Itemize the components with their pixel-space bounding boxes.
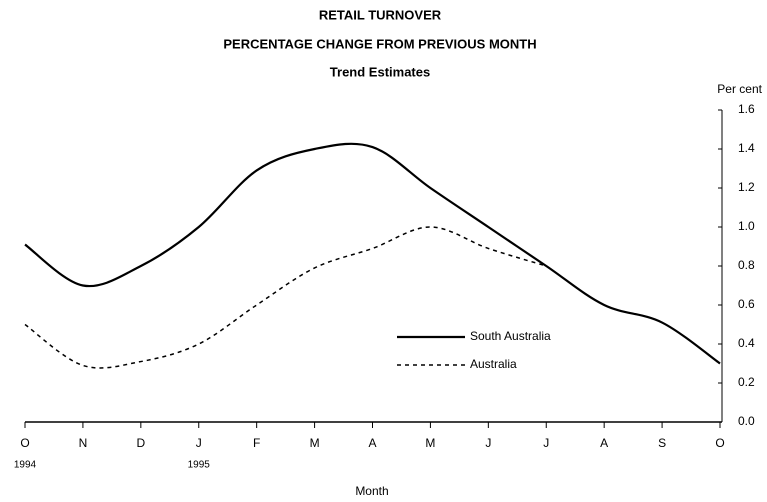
x-tick-label: D [136,436,145,450]
y-axis-label: Per cent [717,82,762,96]
x-tick-label: M [310,436,320,450]
x-tick-label: A [600,436,608,450]
x-tick-label: J [196,436,202,450]
chart-title: RETAIL TURNOVER [319,7,442,22]
y-tick-label: 0.8 [738,258,755,272]
y-tick-label: 0.0 [738,414,755,428]
y-tick-label: 0.4 [738,336,755,350]
x-axis-label: Month [355,484,388,498]
x-tick-label: M [425,436,435,450]
line-series [24,142,721,365]
y-tick-label: 0.6 [738,297,755,311]
chart-subtitle: Trend Estimates [330,64,430,79]
x-tick-label: S [658,436,666,450]
x-tick-label: J [543,436,549,450]
x-tick-label: A [368,436,376,450]
legend-label: Australia [470,357,517,371]
x-tick-label: F [253,436,260,450]
x-tick-label: J [485,436,491,450]
x-tick-label: N [79,436,88,450]
x-tick-label: O [20,436,29,450]
y-tick-label: 1.6 [738,102,755,116]
y-tick-label: 0.2 [738,375,755,389]
chart-title: PERCENTAGE CHANGE FROM PREVIOUS MONTH [223,36,536,51]
y-tick-label: 1.0 [738,219,755,233]
year-label: 1995 [188,460,211,471]
line-series [24,226,547,369]
y-tick-label: 1.4 [738,141,755,155]
y-tick-label: 1.2 [738,180,755,194]
legend-label: South Australia [470,329,551,343]
x-tick-label: O [715,436,724,450]
year-label: 1994 [14,460,37,471]
